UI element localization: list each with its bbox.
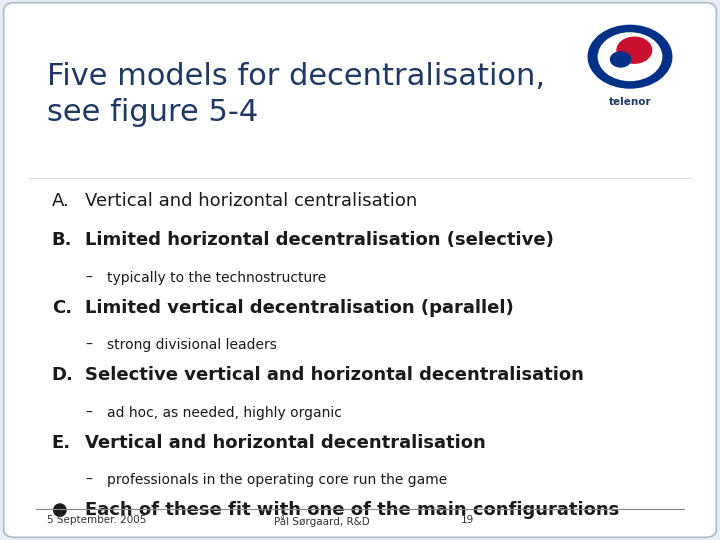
Text: B.: B.: [52, 231, 72, 249]
Text: Limited vertical decentralisation (parallel): Limited vertical decentralisation (paral…: [85, 299, 513, 316]
Text: Vertical and horizontal decentralisation: Vertical and horizontal decentralisation: [85, 434, 486, 451]
Text: E.: E.: [52, 434, 71, 451]
Text: ad hoc, as needed, highly organic: ad hoc, as needed, highly organic: [107, 406, 341, 420]
Circle shape: [611, 52, 631, 67]
Text: ●: ●: [52, 501, 68, 519]
Circle shape: [617, 37, 652, 63]
Text: typically to the technostructure: typically to the technostructure: [107, 271, 326, 285]
Text: –: –: [85, 473, 92, 487]
Text: Each of these fit with one of the main configurations: Each of these fit with one of the main c…: [85, 501, 619, 519]
Text: –: –: [85, 338, 92, 352]
Text: Selective vertical and horizontal decentralisation: Selective vertical and horizontal decent…: [85, 366, 584, 384]
Text: D.: D.: [52, 366, 73, 384]
Text: 19: 19: [461, 515, 474, 525]
Text: 5 September. 2005: 5 September. 2005: [47, 515, 146, 525]
Text: Pål Sørgaard, R&D: Pål Sørgaard, R&D: [274, 515, 369, 526]
Circle shape: [588, 25, 672, 88]
Circle shape: [598, 33, 662, 80]
Text: –: –: [85, 271, 92, 285]
Text: telenor: telenor: [608, 97, 652, 107]
Text: C.: C.: [52, 299, 72, 316]
Text: strong divisional leaders: strong divisional leaders: [107, 338, 276, 352]
FancyBboxPatch shape: [4, 3, 716, 537]
Text: A.: A.: [52, 192, 70, 210]
Text: –: –: [85, 406, 92, 420]
Text: Five models for decentralisation,
see figure 5-4: Five models for decentralisation, see fi…: [47, 62, 545, 127]
Text: Limited horizontal decentralisation (selective): Limited horizontal decentralisation (sel…: [85, 231, 554, 249]
Text: Vertical and horizontal centralisation: Vertical and horizontal centralisation: [85, 192, 417, 210]
Text: professionals in the operating core run the game: professionals in the operating core run …: [107, 473, 447, 487]
